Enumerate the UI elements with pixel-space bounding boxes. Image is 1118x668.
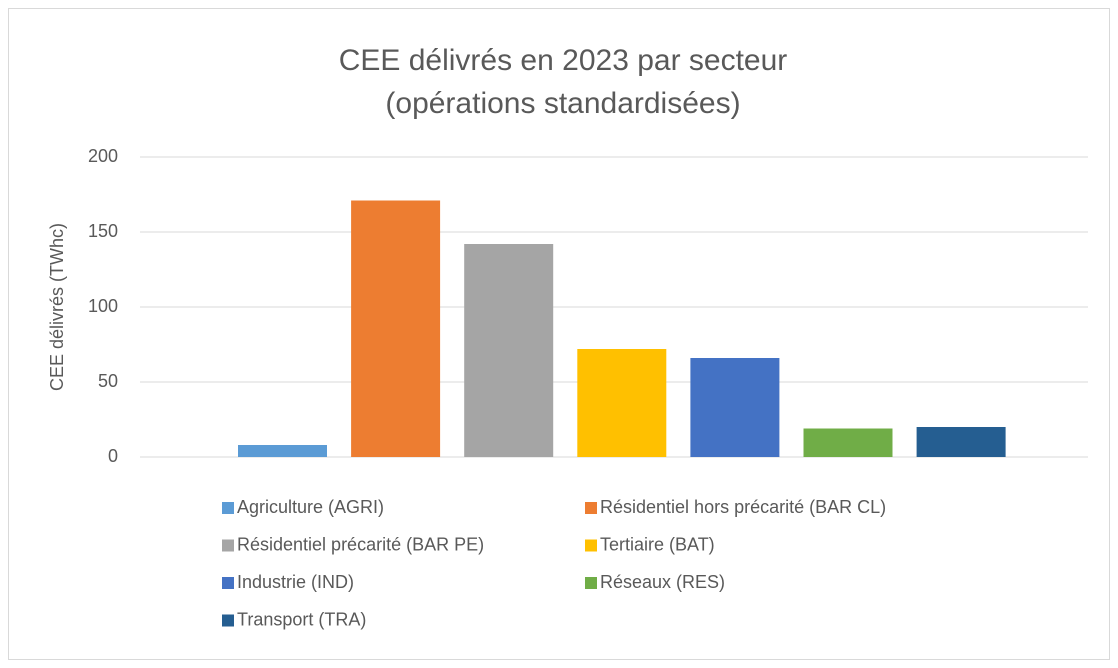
legend-label: Résidentiel hors précarité (BAR CL) (600, 497, 886, 517)
legend-label: Résidentiel précarité (BAR PE) (237, 534, 484, 554)
bar (916, 427, 1006, 457)
chart-frame (8, 8, 1110, 660)
legend-label: Industrie (IND) (237, 572, 354, 592)
y-tick-label: 150 (88, 221, 118, 241)
chart-title: CEE délivrés en 2023 par secteur (339, 44, 788, 77)
y-tick-label: 0 (108, 446, 118, 466)
legend-swatch (585, 577, 597, 589)
legend-label: Tertiaire (BAT) (600, 534, 715, 554)
legend-label: Agriculture (AGRI) (237, 497, 384, 517)
y-tick-label: 100 (88, 296, 118, 316)
bar (690, 358, 780, 457)
chart-title: (opérations standardisées) (385, 87, 740, 120)
bar (351, 200, 441, 457)
y-tick-label: 200 (88, 146, 118, 166)
legend-swatch (222, 539, 234, 552)
legend-swatch (585, 539, 597, 552)
y-tick-label: 50 (98, 371, 118, 391)
y-axis-label: CEE délivrés (TWhc) (47, 223, 67, 391)
legend-label: Réseaux (RES) (600, 572, 725, 592)
bar (577, 349, 667, 457)
legend-swatch (585, 502, 597, 514)
bar (803, 428, 893, 457)
legend-swatch (222, 577, 234, 589)
legend-label: Transport (TRA) (237, 609, 366, 629)
bar (464, 244, 554, 457)
bar (238, 445, 327, 457)
legend-swatch (222, 614, 234, 627)
legend-swatch (222, 502, 234, 514)
